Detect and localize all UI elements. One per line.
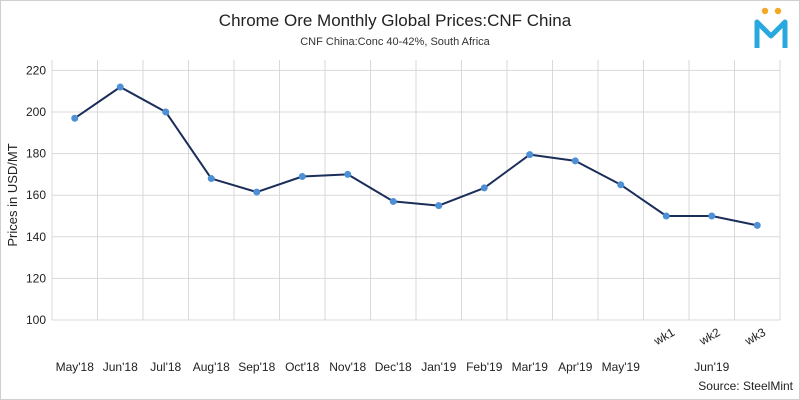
x-tick-label: Apr'19 [558, 360, 593, 374]
data-point [71, 114, 79, 122]
x-tick-label: Aug'18 [193, 360, 230, 374]
x-tick-label: Nov'18 [329, 360, 366, 374]
x-tick-label: Dec'18 [375, 360, 412, 374]
x-tick-label: wk3 [742, 325, 769, 348]
y-tick-label: 140 [26, 230, 46, 244]
x-tick-label: Jul'18 [150, 360, 181, 374]
x-tick-label: May'19 [602, 360, 641, 374]
steelmint-logo-icon [754, 7, 788, 48]
chart-title: Chrome Ore Monthly Global Prices:CNF Chi… [219, 11, 572, 30]
y-tick-label: 120 [26, 271, 46, 285]
data-point [571, 157, 579, 165]
data-point [753, 221, 761, 229]
x-tick-label: wk1 [651, 325, 678, 348]
data-point [480, 184, 488, 192]
data-point [389, 197, 397, 205]
data-point [617, 181, 625, 189]
x-tick-label: May'18 [56, 360, 95, 374]
data-point [207, 175, 215, 183]
data-point [298, 172, 306, 180]
y-tick-label: 160 [26, 188, 46, 202]
data-point [435, 202, 443, 210]
source-note: Source: SteelMint [698, 379, 793, 393]
data-point [253, 188, 261, 196]
y-tick-label: 200 [26, 105, 46, 119]
y-tick-label: 220 [26, 63, 46, 77]
data-point [526, 151, 534, 159]
data-point [708, 212, 716, 220]
x-tick-label: wk2 [696, 325, 723, 348]
data-point [162, 108, 170, 116]
y-tick-label: 100 [26, 313, 46, 327]
x-tick-label: Jun'18 [103, 360, 138, 374]
x-tick-label: Jan'19 [421, 360, 456, 374]
x-tick-label: Feb'19 [466, 360, 503, 374]
y-axis-label: Prices in USD/MT [5, 143, 20, 246]
x-tick-label: Oct'18 [285, 360, 320, 374]
y-tick-label: 180 [26, 147, 46, 161]
x-group-label: Jun'19 [694, 360, 729, 374]
series-line [74, 86, 758, 227]
x-tick-label: Sep'18 [238, 360, 275, 374]
data-point [662, 212, 670, 220]
data-point [344, 170, 352, 178]
data-point [116, 83, 124, 91]
chart-subtitle: CNF China:Conc 40-42%, South Africa [300, 36, 490, 48]
x-tick-label: Mar'19 [512, 360, 549, 374]
